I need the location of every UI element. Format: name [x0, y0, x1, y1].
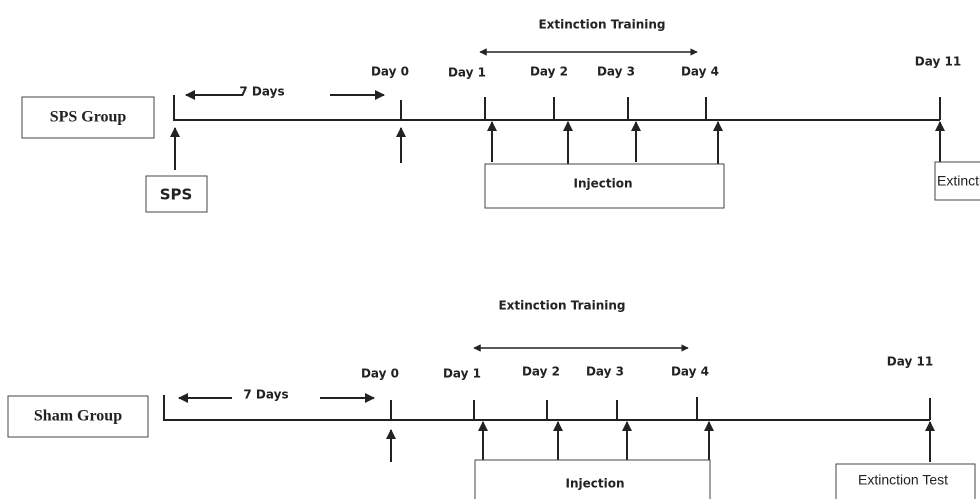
test-label: Extinction Test: [858, 472, 948, 488]
stress-label: SPS: [160, 186, 193, 204]
day-label: Day 2: [522, 365, 560, 379]
day-label: Day 11: [887, 355, 933, 369]
group-box: [7, 395, 149, 438]
stress-box: [145, 175, 208, 213]
day-label: Day 3: [586, 365, 624, 379]
group-box: [21, 96, 155, 139]
injection-label: Injection: [565, 477, 624, 491]
timeline: [163, 395, 930, 421]
day-label: Day 1: [448, 66, 486, 80]
test-box: [934, 161, 980, 201]
day-label: Day 4: [671, 365, 709, 379]
sps-panel: Extinction Training Day 0 Day 1 Day 2 Da…: [21, 18, 980, 213]
day-ticks: [390, 397, 931, 420]
test-label: Extinction Test: [937, 173, 980, 189]
group-label: Sham Group: [34, 408, 122, 425]
interval-label: 7 Days: [243, 388, 288, 402]
timeline: [173, 95, 940, 121]
day-label: Day 1: [443, 367, 481, 381]
group-label: SPS Group: [50, 109, 127, 126]
day-label: Day 2: [530, 65, 568, 79]
day-ticks: [400, 97, 941, 120]
day-label: Day 0: [371, 65, 409, 79]
injection-label: Injection: [573, 177, 632, 191]
injection-box: [484, 163, 725, 209]
training-label: Extinction Training: [498, 299, 625, 313]
training-label: Extinction Training: [538, 18, 665, 32]
day-label: Day 4: [681, 65, 719, 79]
day-label: Day 0: [361, 367, 399, 381]
interval-label: 7 Days: [239, 85, 284, 99]
test-box: [835, 463, 976, 499]
day-label: Day 3: [597, 65, 635, 79]
injection-box: [474, 459, 711, 499]
sham-panel: Extinction Training Day 0 Day 1 Day 2 Da…: [7, 299, 976, 499]
day-label: Day 11: [915, 55, 961, 69]
